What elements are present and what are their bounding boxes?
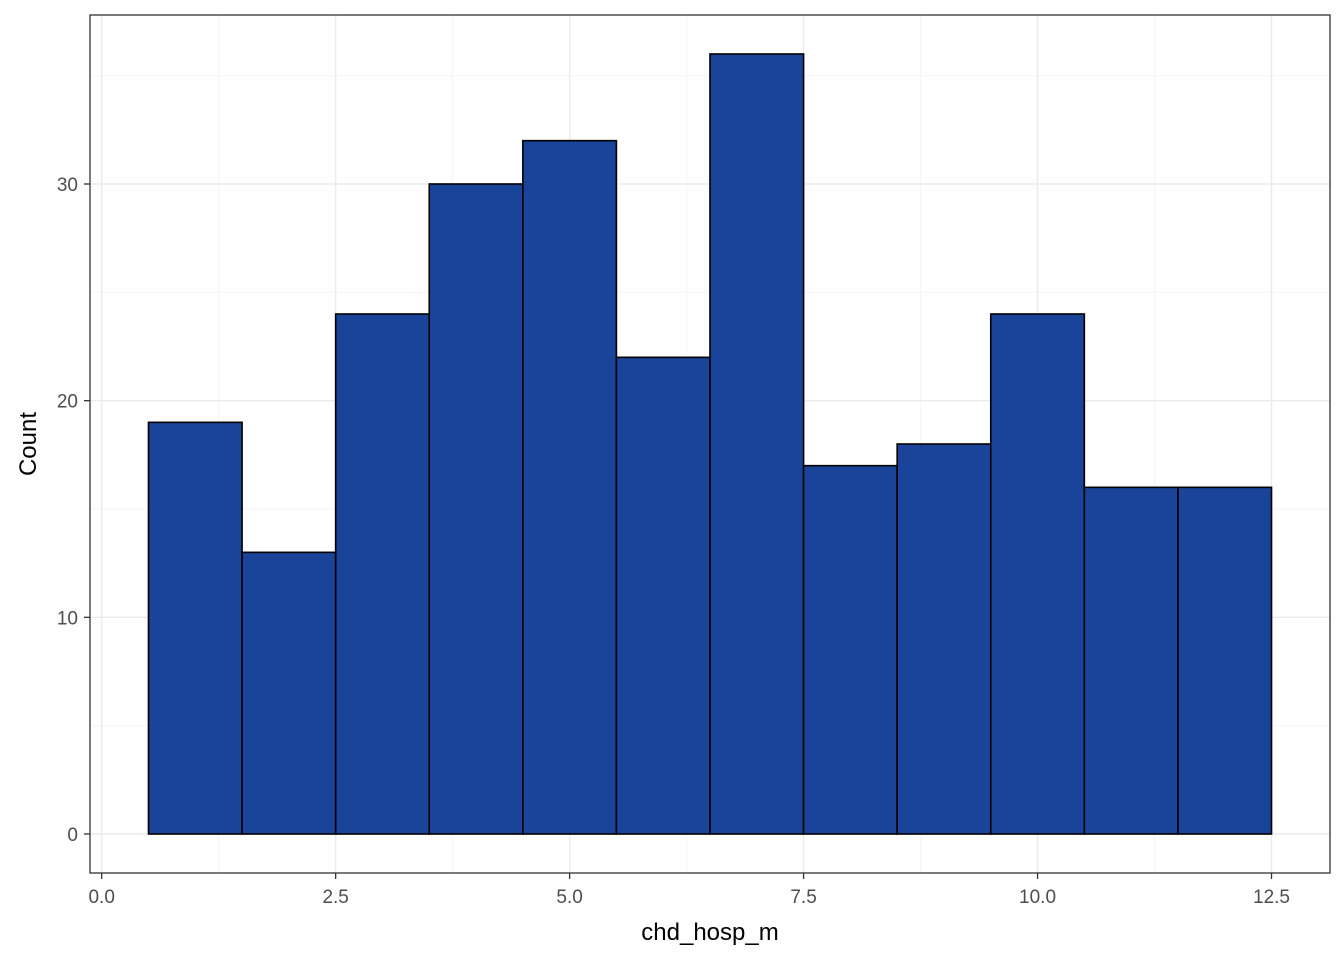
x-tick-label: 5.0 — [556, 887, 582, 908]
histogram-bar — [428, 183, 524, 835]
histogram-bar — [802, 464, 898, 835]
histogram-bar — [1083, 486, 1179, 835]
histogram-bar — [989, 313, 1086, 835]
y-tick-label: 20 — [57, 392, 78, 413]
y-tick-label: 30 — [57, 175, 78, 196]
panel-border — [89, 14, 1331, 874]
x-tick-label: 7.5 — [790, 887, 816, 908]
y-axis: 0 10 20 30 — [57, 175, 90, 846]
histogram-bar — [896, 443, 992, 835]
histogram-bar — [615, 356, 711, 835]
histogram-bar — [522, 139, 618, 835]
histogram-bar — [709, 53, 805, 835]
x-tick-label: 2.5 — [322, 887, 348, 908]
x-tick-label: 12.5 — [1253, 887, 1290, 908]
histogram-bar — [241, 551, 337, 835]
histogram-bar — [1177, 486, 1273, 835]
histogram-bars — [147, 53, 1273, 835]
y-tick-label: 10 — [57, 608, 78, 629]
x-axis: 0.0 2.5 5.0 7.5 10.0 12.5 — [88, 873, 1290, 908]
x-axis-title: chd_hosp_m — [641, 919, 778, 946]
x-tick-label: 0.0 — [88, 887, 114, 908]
histogram-bar — [147, 421, 243, 835]
y-tick-label: 0 — [67, 825, 78, 846]
histogram-bar — [334, 313, 431, 835]
x-tick-label: 10.0 — [1019, 887, 1056, 908]
y-axis-title: Count — [15, 412, 42, 476]
